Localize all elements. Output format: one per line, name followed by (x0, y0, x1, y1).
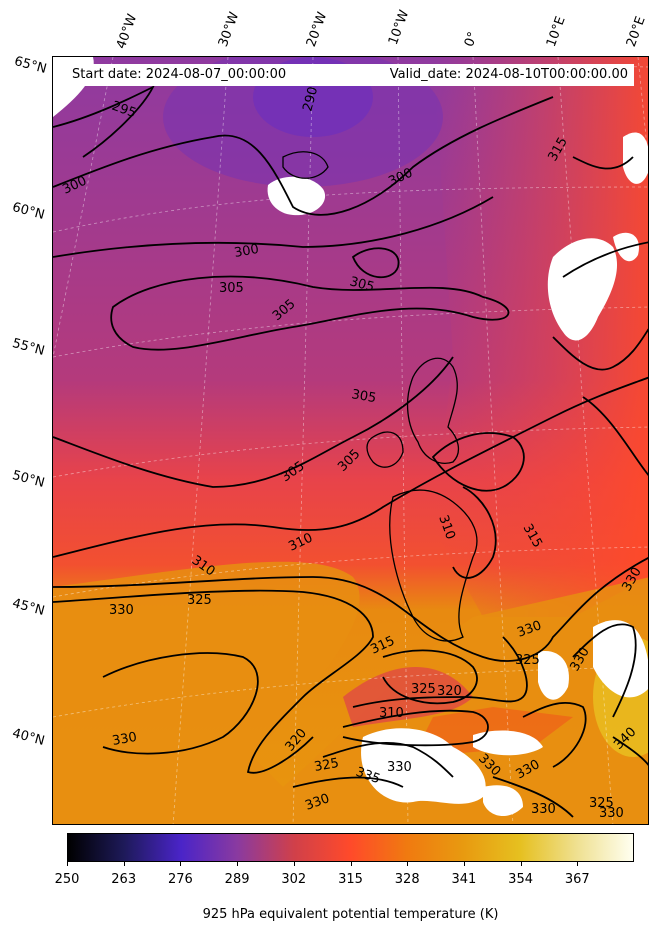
lon-label-20w: 20°W (303, 10, 331, 49)
colorbar-tick-mark (577, 862, 579, 866)
france-coast (389, 489, 478, 642)
colorbar-tick-label: 276 (167, 872, 193, 887)
contour-label: 330 (111, 730, 138, 749)
lon-label-40w: 40°W (113, 12, 141, 51)
colorbar-tick-label: 250 (54, 872, 80, 887)
colorbar-tick-mark (123, 862, 125, 866)
contours (53, 84, 648, 818)
colorbar-tick-label: 367 (564, 872, 590, 887)
contour-label: 300 (233, 242, 260, 261)
iberia-mask (361, 728, 486, 804)
colorbar (67, 833, 634, 862)
britain-coast (406, 357, 460, 464)
field-warm-south (53, 561, 648, 824)
colorbar-tick-mark (407, 862, 409, 866)
contour-label: 325 (313, 756, 340, 775)
colorbar-tick-label: 302 (281, 872, 307, 887)
colorbar-tick-mark (67, 862, 68, 866)
colorbar-tick-mark (350, 862, 352, 866)
lon-label-10e: 10°E (543, 14, 569, 50)
contour-label: 325 (187, 593, 212, 608)
lat-label-45n: 45°N (10, 596, 47, 619)
lon-label-20e: 20°E (623, 14, 649, 50)
info-bar: Start date: 2024-08-07_00:00:00 Valid_da… (62, 64, 634, 86)
lon-label-10w: 10°W (385, 8, 413, 47)
lat-label-60n: 60°N (10, 200, 47, 223)
colorbar-tick-mark (463, 862, 465, 866)
balkans-mask (593, 620, 648, 698)
alps-mask (538, 651, 569, 700)
contour-label: 325 (589, 796, 614, 811)
contour-label: 330 (599, 806, 624, 821)
colorbar-tick-mark (293, 862, 295, 866)
lat-label-40n: 40°N (10, 726, 47, 749)
contour-label: 320 (437, 684, 462, 699)
masked-land (53, 57, 648, 817)
theta-e-map: 295 290 300 300 300 305 305 305 305 305 … (53, 57, 648, 824)
lat-label-50n: 50°N (10, 468, 47, 491)
colorbar-tick-label: 289 (224, 872, 250, 887)
colorbar-tick-label: 354 (508, 872, 534, 887)
contour-label: 330 (387, 760, 412, 775)
contour-label: 330 (109, 603, 134, 618)
scandinavia-mask (547, 238, 618, 341)
contour-label: 305 (350, 387, 377, 406)
valid-date-label: Valid_date: 2024-08-10T00:00:00.00 (389, 67, 628, 82)
norway-mask (623, 132, 648, 184)
start-date-label: Start date: 2024-08-07_00:00:00 (72, 67, 287, 82)
spain-mask (473, 730, 543, 756)
map-area: 295 290 300 300 300 305 305 305 305 305 … (52, 56, 649, 825)
contour-label: 310 (379, 706, 404, 721)
colorbar-tick-label: 328 (394, 872, 420, 887)
field-east-warm (433, 57, 648, 617)
contour-label: 305 (348, 274, 376, 295)
coastlines (282, 151, 478, 642)
colorbar-tick-label: 315 (338, 872, 363, 887)
contour-label: 325 (515, 653, 540, 668)
colorbar-tick-label: 341 (451, 872, 477, 887)
contour-label: 325 (411, 682, 436, 697)
colorbar-tick-label: 263 (111, 872, 137, 887)
colorbar-tick-mark (180, 862, 182, 866)
contour-label: 330 (531, 802, 556, 817)
africa-mask (483, 785, 523, 817)
lat-label-55n: 55°N (10, 336, 47, 359)
colorbar-tick-mark (520, 862, 522, 866)
lon-label-0: 0° (461, 29, 482, 49)
lat-label-65n: 65°N (12, 54, 49, 77)
colorbar-label: 925 hPa equivalent potential temperature… (202, 907, 499, 922)
lon-label-30w: 30°W (215, 10, 243, 49)
contour-label: 305 (219, 281, 244, 296)
contour-label: 290 (300, 85, 321, 113)
iceland-coast (282, 151, 329, 179)
ireland-coast (366, 431, 404, 468)
colorbar-tick-mark (237, 862, 239, 866)
